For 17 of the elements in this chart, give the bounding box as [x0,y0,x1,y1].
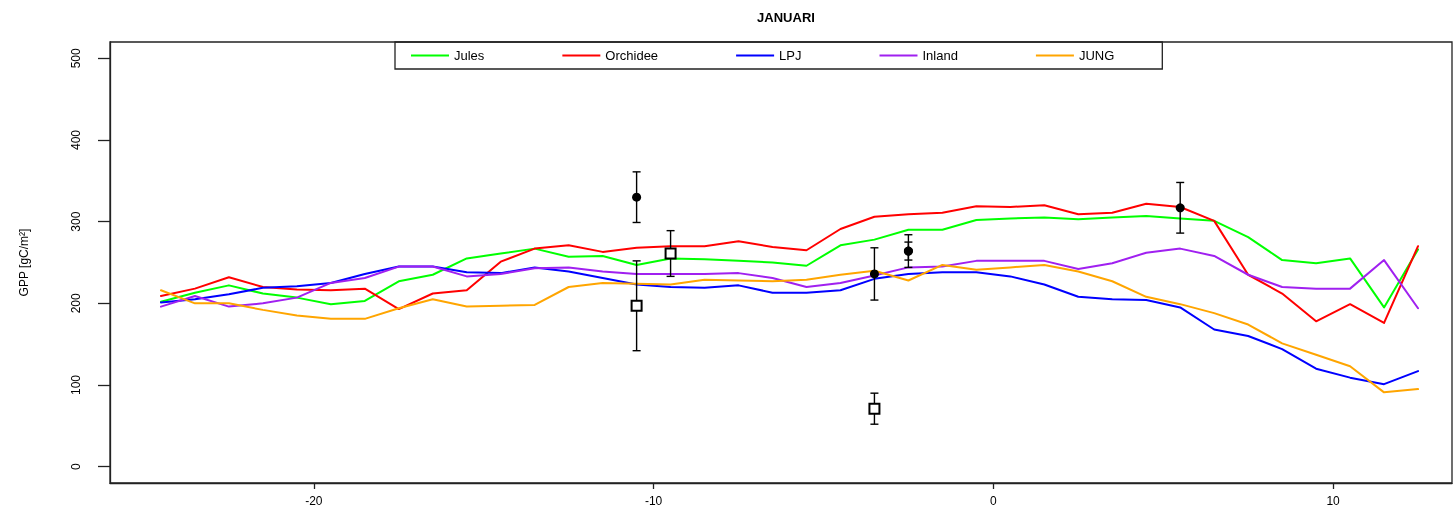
x-tick-label: 0 [990,494,997,508]
legend-label: Orchidee [605,48,659,63]
x-tick-label: -20 [305,494,323,508]
y-axis-title: GPP [gC/m²] [17,228,31,297]
legend-label: LPJ [779,48,802,63]
chart-title: JANUARI [757,10,815,25]
y-tick-label: 0 [69,463,83,471]
x-tick-label: -10 [644,494,663,508]
x-tick-label: 10 [1326,494,1341,508]
y-tick-label: 200 [69,293,83,314]
y-tick-label: 100 [69,374,83,396]
legend-label: Jules [454,48,485,63]
legend-label: JUNG [1078,48,1115,63]
legend-label: Inland [922,48,958,63]
y-tick-label: 500 [69,48,83,69]
y-tick-label: 300 [69,211,83,232]
y-tick-label: 400 [69,129,83,151]
